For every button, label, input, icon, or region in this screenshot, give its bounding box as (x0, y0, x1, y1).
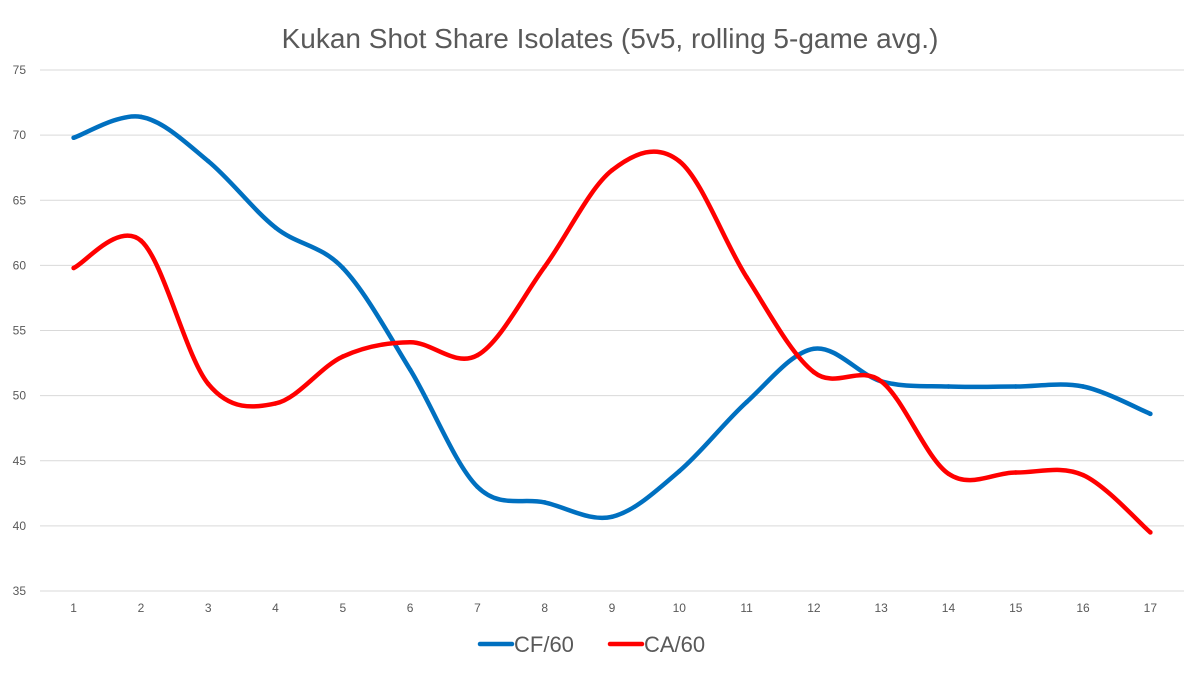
x-tick-label: 10 (673, 601, 687, 615)
x-tick-label: 12 (807, 601, 821, 615)
data-point-ca-60 (811, 369, 817, 375)
y-tick-label: 40 (13, 519, 27, 533)
y-tick-label: 35 (13, 584, 27, 598)
y-tick-label: 55 (13, 324, 27, 338)
y-axis-ticks: 35 40 45 50 55 60 65 70 75 (13, 63, 27, 598)
x-tick-label: 1 (70, 601, 77, 615)
data-point-cf-60 (677, 468, 682, 474)
x-tick-label: 5 (339, 601, 346, 615)
y-tick-label: 65 (13, 193, 27, 207)
data-point-ca-60 (138, 238, 144, 243)
legend: CF/60 CA/60 (477, 632, 705, 657)
data-point-cf-60 (407, 367, 413, 372)
data-point-cf-60 (1080, 384, 1086, 389)
data-point-ca-60 (1080, 472, 1086, 478)
data-point-cf-60 (1013, 384, 1019, 389)
y-tick-label: 75 (13, 63, 27, 77)
data-point-ca-60 (407, 339, 413, 345)
y-tick-label: 60 (13, 258, 27, 272)
y-tick-label: 70 (13, 128, 27, 142)
x-tick-label: 8 (541, 601, 548, 615)
x-tick-label: 15 (1009, 601, 1023, 615)
x-tick-label: 13 (874, 601, 888, 615)
legend-item-ca-60: CA/60 (607, 632, 705, 657)
data-point-cf-60 (138, 114, 144, 120)
y-tick-label: 45 (13, 454, 27, 468)
data-point-ca-60 (273, 401, 278, 406)
data-point-cf-60 (946, 384, 951, 389)
data-point-cf-60 (71, 135, 76, 140)
legend-label: CF/60 (514, 632, 574, 657)
chart-title: Kukan Shot Share Isolates (5v5, rolling … (282, 23, 939, 54)
data-point-ca-60 (946, 471, 951, 477)
series-line-cf-60 (71, 114, 1153, 521)
legend-label: CA/60 (644, 632, 705, 657)
x-tick-label: 9 (609, 601, 616, 615)
data-point-cf-60 (273, 225, 278, 230)
data-point-ca-60 (677, 158, 682, 164)
data-point-cf-60 (475, 484, 480, 490)
x-tick-label: 17 (1144, 601, 1158, 615)
x-tick-label: 7 (474, 601, 481, 615)
x-tick-label: 4 (272, 601, 279, 615)
y-tick-label: 50 (13, 389, 27, 403)
data-point-cf-60 (744, 399, 749, 405)
data-point-ca-60 (744, 274, 749, 280)
legend-item-cf-60: CF/60 (477, 632, 574, 657)
x-tick-label: 16 (1076, 601, 1090, 615)
series-line-ca-60 (71, 149, 1153, 535)
data-point-cf-60 (340, 265, 346, 271)
data-point-ca-60 (340, 354, 346, 359)
data-point-ca-60 (205, 381, 211, 387)
data-point-cf-60 (811, 346, 817, 351)
series-lines (71, 114, 1153, 535)
data-point-ca-60 (71, 265, 76, 271)
data-point-cf-60 (205, 158, 211, 164)
data-point-ca-60 (1148, 530, 1153, 535)
x-axis-ticks: 1 2 3 4 5 6 7 8 9 10 11 12 13 14 15 16 17 (70, 601, 1157, 615)
data-point-cf-60 (1148, 411, 1153, 417)
x-tick-label: 14 (942, 601, 956, 615)
x-tick-label: 3 (205, 601, 212, 615)
data-point-ca-60 (878, 379, 884, 384)
x-tick-label: 2 (138, 601, 145, 615)
x-tick-label: 6 (407, 601, 414, 615)
data-point-ca-60 (475, 352, 480, 358)
data-point-ca-60 (1013, 470, 1019, 475)
gridlines (40, 69, 1184, 592)
data-point-ca-60 (609, 168, 615, 173)
x-tick-label: 11 (740, 601, 753, 615)
data-point-cf-60 (609, 514, 615, 520)
data-point-cf-60 (542, 500, 547, 505)
data-point-ca-60 (542, 264, 547, 269)
